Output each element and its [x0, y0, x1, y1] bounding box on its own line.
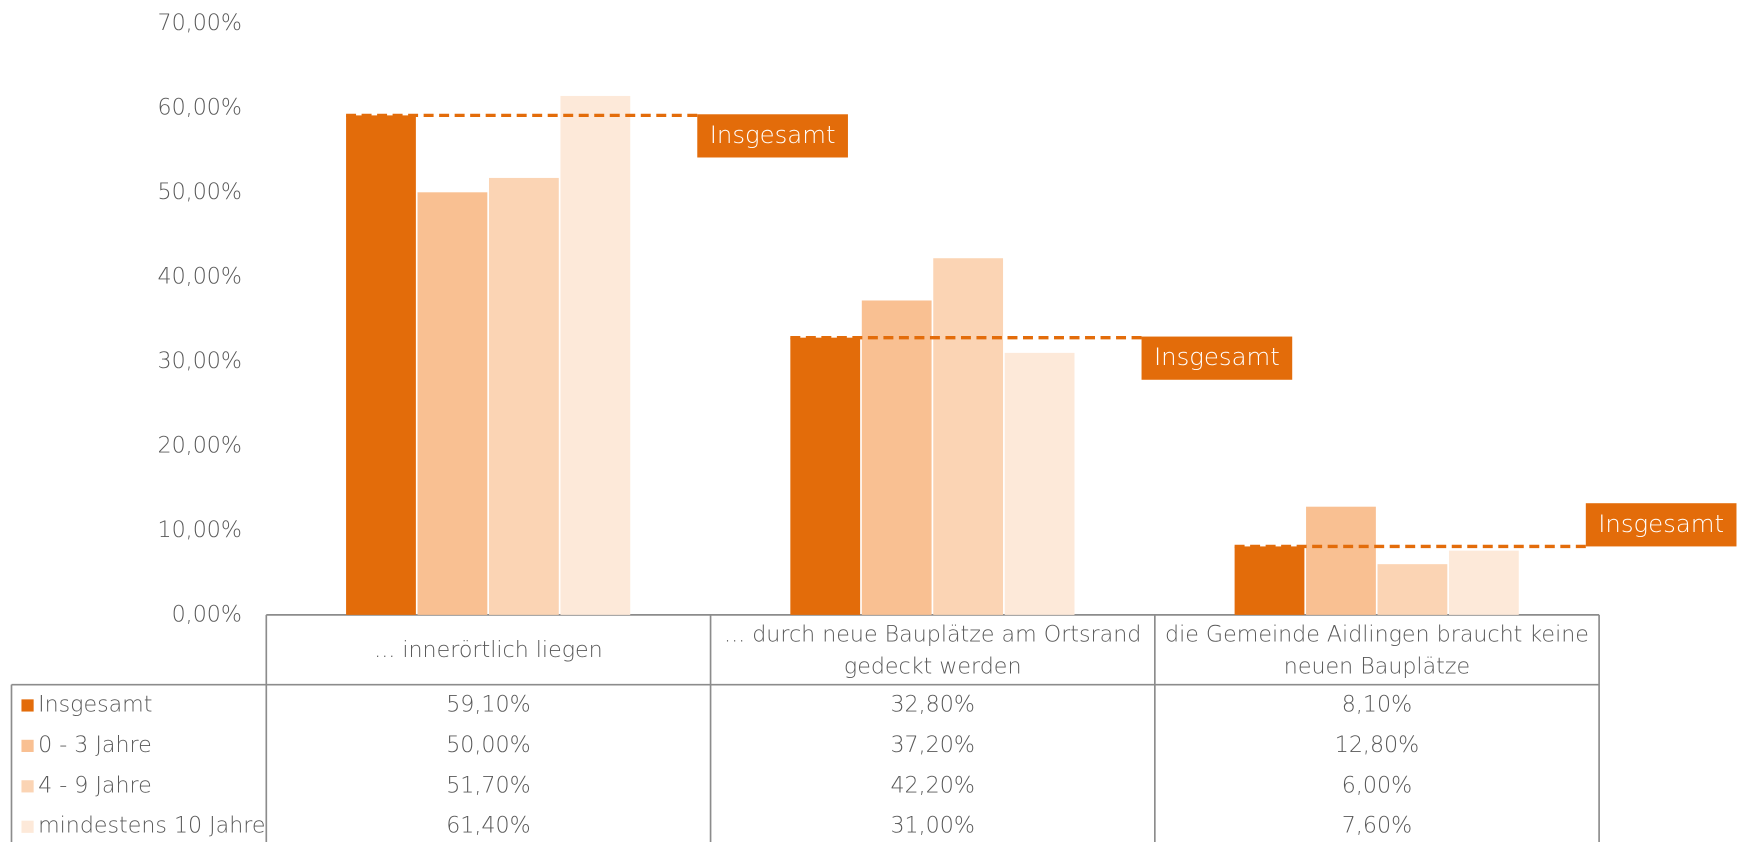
- bar: [1004, 352, 1075, 615]
- legend-swatch: [21, 739, 34, 752]
- annotation-box: [697, 114, 848, 158]
- legend-label: Insgesamt: [38, 691, 152, 717]
- annotation: Insgesamt: [1598, 509, 1724, 538]
- y-tick-label: 0,00%: [172, 601, 242, 627]
- value-label: 61,40%: [446, 813, 530, 839]
- legend-label: 0 - 3 Jahre: [38, 732, 152, 758]
- bar: [1448, 550, 1519, 615]
- bar: [790, 337, 861, 615]
- y-tick-label: 50,00%: [157, 179, 241, 205]
- bar: [1377, 564, 1448, 615]
- value-label: 42,20%: [890, 772, 974, 798]
- legend-label: 4 - 9 Jahre: [38, 772, 152, 798]
- category-cell: die Gemeinde Aidlingen braucht keine neu…: [1165, 619, 1589, 679]
- bar: [933, 258, 1004, 615]
- bar: [488, 177, 559, 615]
- annotation-box: [1585, 503, 1737, 547]
- annotation-box: [1141, 336, 1293, 380]
- y-tick-label: 70,00%: [157, 10, 241, 36]
- value-label: 7,60%: [1342, 813, 1412, 839]
- annotation: Insgesamt: [1154, 342, 1280, 371]
- value-label: 31,00%: [890, 813, 974, 839]
- x-tick-label: ... innerörtlich liegen: [374, 635, 603, 663]
- bar: [861, 300, 932, 615]
- bar: [417, 192, 488, 615]
- legend-swatch: [21, 699, 34, 712]
- value-label: 37,20%: [890, 732, 974, 758]
- bar: [1234, 546, 1305, 615]
- value-label: 50,00%: [446, 732, 530, 758]
- y-tick-label: 10,00%: [157, 517, 241, 543]
- y-tick-label: 30,00%: [157, 348, 241, 374]
- y-tick-label: 20,00%: [157, 432, 241, 458]
- value-label: 12,80%: [1335, 732, 1419, 758]
- annotation: Insgesamt: [710, 120, 836, 149]
- value-label: 32,80%: [890, 691, 974, 717]
- value-label: 6,00%: [1342, 772, 1412, 798]
- y-tick-label: 60,00%: [157, 94, 241, 120]
- bar: [1306, 506, 1376, 615]
- category-cell: ... innerörtlich liegen: [374, 635, 603, 663]
- y-tick-label: 40,00%: [157, 263, 241, 289]
- category-cell: ... durch neue Bauplätze am Ortsrand ged…: [724, 619, 1142, 679]
- legend-swatch: [21, 820, 34, 833]
- legend-swatch: [21, 780, 34, 793]
- x-tick-label: die Gemeinde Aidlingen braucht keine neu…: [1165, 619, 1589, 679]
- bar: [346, 115, 416, 615]
- value-label: 8,10%: [1342, 691, 1412, 717]
- value-label: 59,10%: [446, 691, 530, 717]
- value-label: 51,70%: [446, 772, 530, 798]
- x-tick-label: ... durch neue Bauplätze am Ortsrand ged…: [724, 619, 1142, 679]
- legend-label: mindestens 10 Jahre: [38, 813, 265, 839]
- bar: [560, 95, 631, 615]
